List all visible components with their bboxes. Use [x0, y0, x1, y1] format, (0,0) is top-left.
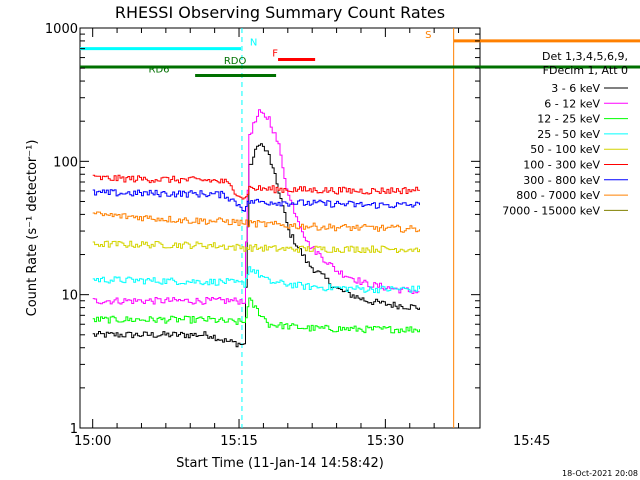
series-100-300-kev-segment-1: [92, 174, 420, 200]
state-label-f: F: [272, 49, 278, 60]
x-tick-label: 15:00: [74, 434, 111, 449]
state-label-rdo: RDO: [224, 56, 247, 67]
legend-header-line-1: Det 1,3,4,5,6,9,: [542, 50, 628, 63]
series-6-12-kev-segment-1: [92, 109, 420, 305]
series-3-6-kev-segment-1: [92, 143, 420, 348]
y-tick-label: 1000: [45, 22, 78, 37]
y-tick-label: 100: [53, 155, 78, 170]
plot-frame: [79, 27, 481, 429]
y-tick-label: 10: [61, 289, 78, 304]
legend-label-100-300-kev: 100 - 300 keV: [523, 159, 600, 172]
attenuator-bars: N F S RDO RD6: [80, 30, 640, 78]
chart-title: RHESSI Observing Summary Count Rates: [115, 3, 445, 22]
legend-header-line-2: FDecim 1, Att 0: [543, 64, 628, 77]
vertical-markers: [241, 28, 455, 428]
series-12-25-kev-segment-1: [92, 297, 420, 334]
series-800-7000-kev-segment-1: [92, 211, 420, 233]
y-axis: 1 10 100 1000: [45, 22, 480, 437]
state-label-s: S: [425, 30, 431, 41]
legend-label-7000-15000-kev: 7000 - 15000 keV: [502, 204, 600, 217]
legend-label-800-7000-kev: 800 - 7000 keV: [516, 189, 600, 202]
series-50-100-kev-segment-1: [92, 240, 420, 253]
y-tick-label: 1: [70, 422, 78, 437]
legend-label-25-50-kev: 25 - 50 keV: [537, 128, 600, 141]
series-25-50-kev-segment-1: [92, 266, 420, 294]
x-tick-label: 15:30: [367, 434, 404, 449]
legend-label-6-12-kev: 6 - 12 keV: [544, 97, 600, 110]
state-label-rd6: RD6: [149, 65, 170, 76]
legend-label-3-6-kev: 3 - 6 keV: [551, 82, 600, 95]
legend-label-300-800-kev: 300 - 800 keV: [523, 174, 600, 187]
x-tick-label: 15:45: [513, 434, 550, 449]
legend-label-50-100-kev: 50 - 100 keV: [530, 143, 600, 156]
series-300-800-kev-segment-1: [92, 189, 420, 212]
state-label-n: N: [250, 38, 257, 49]
legend: Det 1,3,4,5,6,9,FDecim 1, Att 0 3 - 6 keV…: [502, 50, 628, 217]
x-axis-label: Start Time (11-Jan-14 14:58:42): [176, 456, 384, 471]
series-lines: [92, 109, 420, 348]
y-axis-label: Count Rate (s⁻¹ detector⁻¹): [25, 140, 40, 317]
x-tick-label: 15:15: [220, 434, 257, 449]
footer-timestamp: 18-Oct-2021 20:08: [562, 469, 638, 478]
legend-label-12-25-kev: 12 - 25 keV: [537, 113, 600, 126]
